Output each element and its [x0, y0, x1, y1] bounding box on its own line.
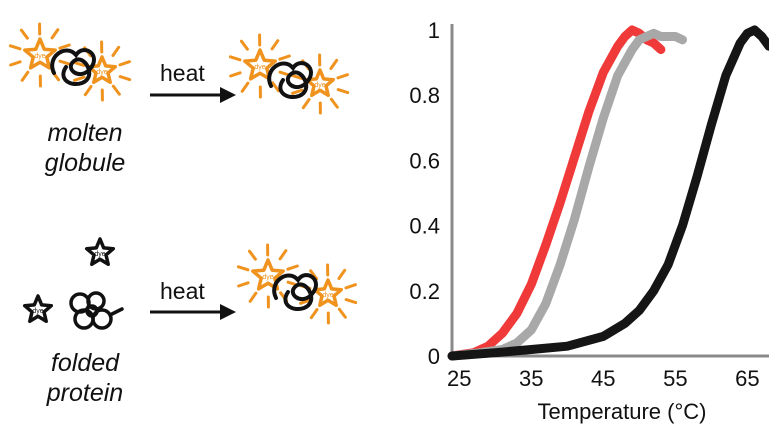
y-tick-label: 0	[428, 344, 440, 369]
molten-globule-label: molten globule	[15, 118, 155, 178]
y-tick-label: 0.2	[409, 279, 440, 304]
folded-protein-icon	[69, 291, 124, 330]
melt-curve-series-3	[447, 25, 769, 361]
x-tick-label: 25	[447, 366, 471, 391]
dye-text: dye	[254, 64, 265, 71]
x-tick-label: 35	[519, 366, 543, 391]
state-label-line2: globule	[44, 149, 126, 177]
chart-ticks: 0 0.2 0.4 0.6 0.8 1 25 35 45 55 65	[409, 18, 759, 391]
x-tick-label: 55	[663, 366, 687, 391]
y-tick-label: 0.6	[409, 148, 440, 173]
dye-text: dye	[322, 292, 333, 299]
state-label-line1: folded	[50, 349, 120, 377]
chart-series	[447, 25, 769, 361]
x-tick-label: 45	[591, 366, 615, 391]
heat-label-row1: heat	[160, 60, 205, 86]
heat-arrow-icon	[150, 304, 236, 320]
state-label-line1: molten	[47, 119, 123, 147]
x-tick-label: 65	[735, 366, 759, 391]
x-axis-title: Temperature (°C)	[538, 399, 707, 424]
state-label-line2: protein	[46, 379, 124, 407]
unfolded-protein-icon	[50, 48, 96, 86]
dark-dye-icon: dye	[84, 237, 116, 267]
folded-protein-label: folded protein	[15, 348, 155, 408]
dye-text: dye	[314, 82, 325, 89]
dark-dye-icon: dye	[22, 294, 54, 324]
dye-text: dye	[34, 53, 45, 60]
dye-text: dye	[32, 308, 43, 315]
dye-text: dye	[96, 69, 107, 76]
dye-text: dye	[262, 274, 273, 281]
y-tick-label: 0.4	[409, 214, 440, 239]
glowing-dye-icon: dye	[8, 22, 72, 88]
chart-axes	[450, 24, 769, 358]
unfolded-protein-icon	[267, 61, 313, 99]
melt-curve-series-1	[447, 25, 666, 361]
melt-curve-series-2	[447, 28, 687, 361]
heat-label-row2: heat	[160, 278, 205, 304]
y-tick-label: 0.8	[409, 83, 440, 108]
unfolded-protein-icon	[272, 273, 318, 311]
y-tick-label: 1	[428, 18, 440, 43]
dye-text: dye	[94, 251, 105, 258]
heat-arrow-icon	[150, 87, 236, 103]
